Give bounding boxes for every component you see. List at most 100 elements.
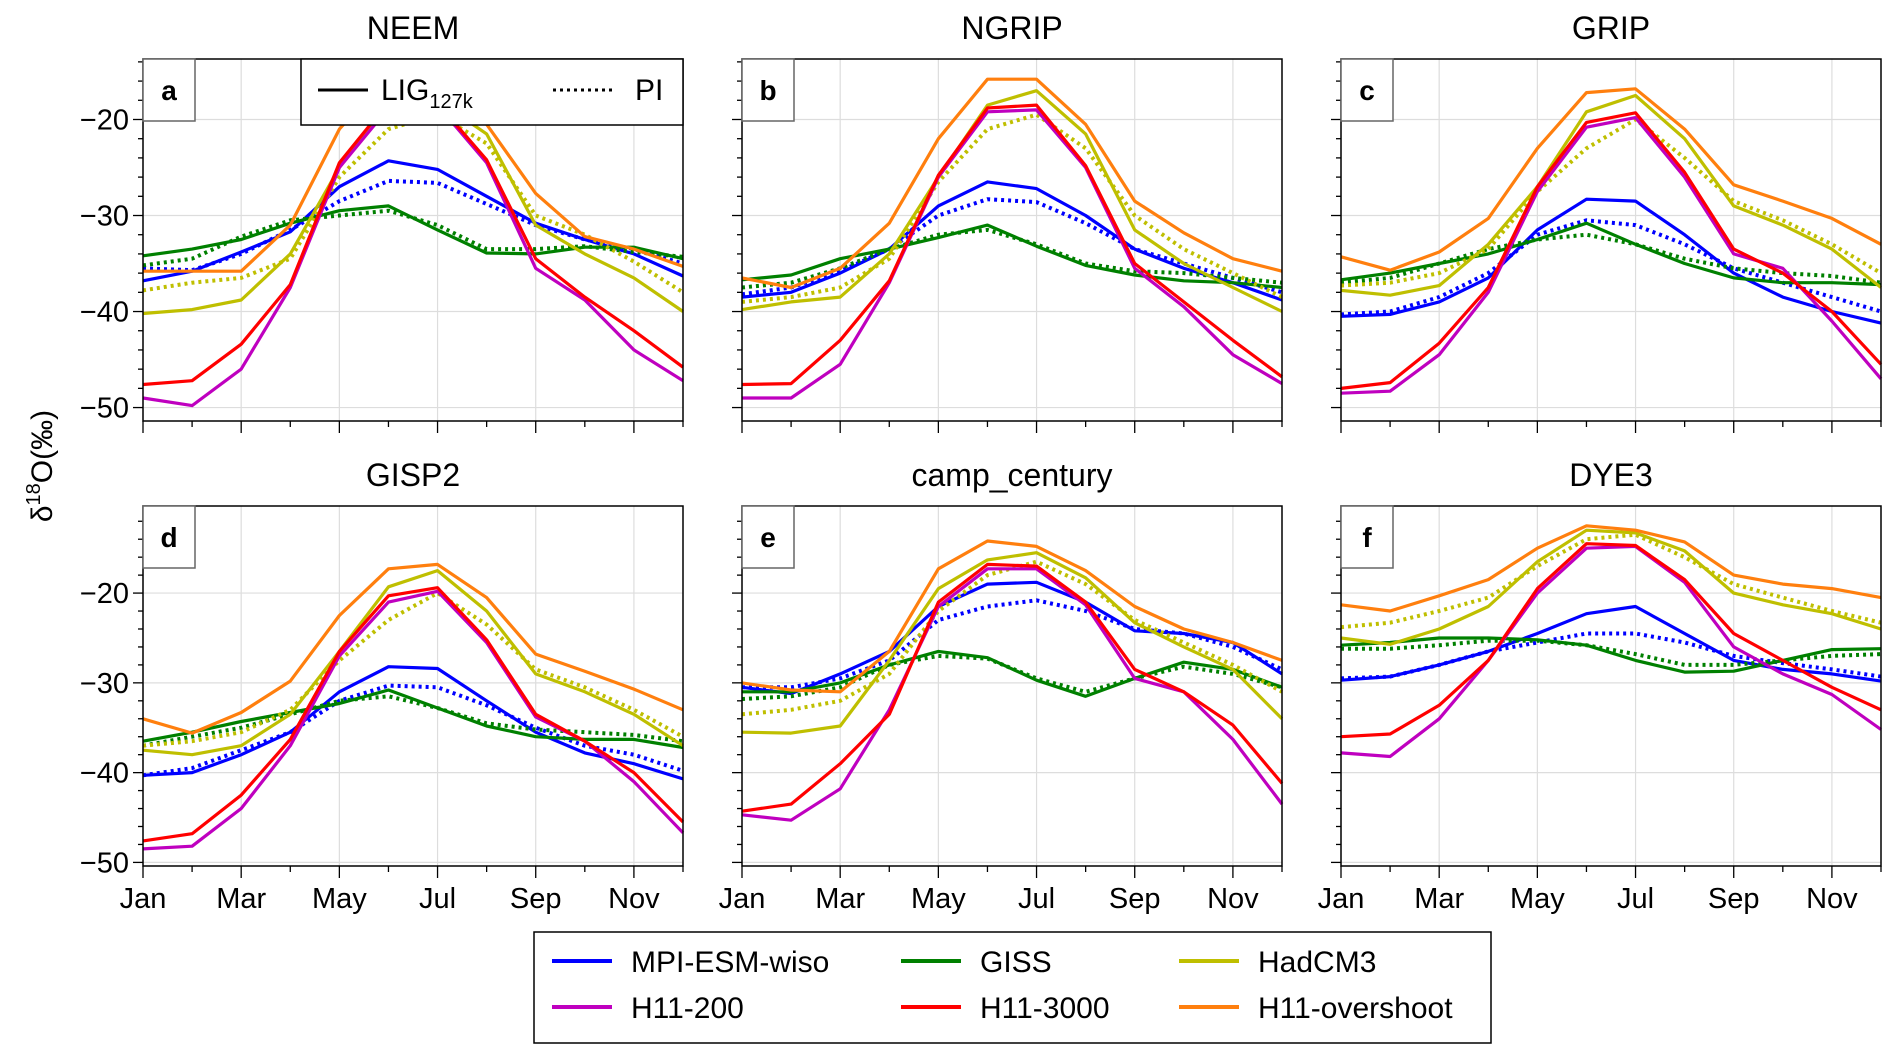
x-tick-label: May bbox=[911, 883, 966, 915]
y-tick-label: −40 bbox=[80, 758, 129, 790]
x-tick-label: Jul bbox=[1617, 883, 1654, 915]
panel-b: NGRIP b bbox=[732, 10, 1283, 433]
x-tick-label: Sep bbox=[510, 883, 562, 915]
x-tick-label: Nov bbox=[1806, 883, 1858, 915]
series-hadcm3-pi bbox=[741, 112, 1283, 304]
series-h11-200-lig127k bbox=[142, 103, 684, 408]
plot-frame bbox=[1340, 505, 1882, 867]
panel-label-box bbox=[741, 58, 795, 122]
series-hadcm3-lig127k bbox=[1340, 93, 1882, 297]
series-hadcm3-lig127k bbox=[1340, 528, 1882, 646]
legend-label: H11-200 bbox=[631, 992, 744, 1025]
panel-c: GRIP c bbox=[1331, 10, 1883, 433]
series-h11-3000-lig127k bbox=[741, 562, 1284, 813]
y-axis-label-sup: 18 bbox=[23, 483, 45, 505]
panel-label: f bbox=[1362, 522, 1372, 553]
legend-entry: MPI-ESM-wiso bbox=[552, 946, 829, 979]
series-giss-lig127k bbox=[142, 688, 684, 750]
series-mpi-esm-wiso-lig127k bbox=[741, 180, 1283, 302]
y-tick-label: −50 bbox=[80, 393, 129, 425]
series-hadcm3-lig127k bbox=[142, 98, 684, 316]
plot-frame bbox=[1340, 58, 1882, 422]
panel-f: Jan Mar May Jul Sep Nov DYE3 f bbox=[1318, 457, 1882, 915]
series-hadcm3-pi bbox=[142, 112, 685, 294]
panel-label-box bbox=[741, 505, 795, 569]
panel-title: NGRIP bbox=[961, 10, 1062, 46]
series-hadcm3-pi bbox=[142, 591, 684, 748]
panel-title: GISP2 bbox=[366, 457, 460, 493]
series-mpi-esm-wiso-lig127k bbox=[1340, 197, 1882, 325]
x-tick-label: Jan bbox=[719, 883, 766, 915]
series-h11-3000-lig127k bbox=[741, 103, 1283, 387]
legend-label: HadCM3 bbox=[1258, 946, 1376, 979]
run-legend-box bbox=[300, 58, 684, 126]
series-h11-overshoot-lig127k bbox=[1340, 87, 1882, 272]
series-mpi-esm-wiso-pi bbox=[1340, 218, 1882, 317]
panel-label-box bbox=[1340, 58, 1394, 122]
series-h11-overshoot-lig127k bbox=[142, 562, 684, 735]
legend-label: GISS bbox=[980, 946, 1052, 979]
y-axis-label-prefix: δ bbox=[26, 505, 59, 522]
panel-label-box bbox=[142, 505, 196, 569]
legend-entry: H11-3000 bbox=[901, 992, 1110, 1025]
y-tick-label: −30 bbox=[80, 201, 129, 233]
series-giss-pi bbox=[142, 694, 684, 748]
x-tick-label: May bbox=[1510, 883, 1565, 915]
panel-label: c bbox=[1359, 75, 1375, 106]
y-tick-label: −50 bbox=[80, 847, 129, 879]
series-mpi-esm-wiso-lig127k bbox=[741, 580, 1283, 696]
y-tick-label: −40 bbox=[80, 297, 129, 329]
x-tick-label: Sep bbox=[1708, 883, 1760, 915]
series-giss-pi bbox=[1340, 232, 1882, 285]
legend-entry: HadCM3 bbox=[1179, 946, 1376, 979]
legend-entry: GISS bbox=[901, 946, 1052, 979]
x-tick-label: Nov bbox=[608, 883, 660, 915]
series-h11-200-lig127k bbox=[742, 108, 1283, 400]
series-h11-200-lig127k bbox=[1340, 115, 1883, 395]
panels: −20 −30 −40 −50 NEEM a LIG127k PI NGRIP b GRIP c −20… bbox=[80, 10, 1883, 915]
series-h11-200-lig127k bbox=[741, 567, 1284, 822]
plot-frame bbox=[741, 505, 1283, 867]
legend-lig-label: LIG127k bbox=[381, 74, 474, 113]
x-tick-label: May bbox=[312, 883, 367, 915]
series-giss-lig127k bbox=[142, 204, 684, 261]
legend-entry: H11-overshoot bbox=[1179, 992, 1453, 1025]
x-tick-label: Jul bbox=[419, 883, 456, 915]
model-legend-box bbox=[533, 931, 1492, 1044]
panel-label: e bbox=[760, 522, 776, 553]
run-legend: LIG127k PI bbox=[300, 58, 684, 126]
series-h11-overshoot-lig127k bbox=[1340, 524, 1882, 613]
model-legend: MPI-ESM-wiso GISS HadCM3 H11-200 H11-3000 H11… bbox=[533, 931, 1492, 1044]
panel-label-box bbox=[1340, 505, 1394, 569]
panel-title: NEEM bbox=[367, 10, 459, 46]
legend-label: H11-3000 bbox=[980, 992, 1110, 1025]
series-h11-overshoot-lig127k bbox=[741, 77, 1283, 290]
x-tick-label: Jan bbox=[1318, 883, 1365, 915]
series-hadcm3-lig127k bbox=[741, 551, 1284, 735]
series-h11-3000-lig127k bbox=[1340, 542, 1882, 739]
legend-label: MPI-ESM-wiso bbox=[631, 946, 829, 979]
series-hadcm3-lig127k bbox=[142, 568, 684, 757]
series-giss-lig127k bbox=[742, 649, 1283, 698]
model-legend-items: MPI-ESM-wiso GISS HadCM3 H11-200 H11-3000 H11… bbox=[552, 946, 1453, 1025]
panel-title: camp_century bbox=[912, 457, 1113, 493]
panel-d: −20 −30 −40 −50 Jan Mar May Jul Sep Nov GISP2 d bbox=[80, 457, 685, 915]
series-hadcm3-pi bbox=[1340, 117, 1883, 288]
panel-a: −20 −30 −40 −50 NEEM a LIG127k PI bbox=[80, 10, 685, 433]
panel-label-box bbox=[142, 58, 196, 122]
series-mpi-esm-wiso-pi bbox=[142, 683, 684, 778]
y-axis-label: δ18O(‰) bbox=[23, 410, 59, 522]
x-tick-label: Mar bbox=[1414, 883, 1464, 915]
legend-entry: H11-200 bbox=[552, 992, 744, 1025]
panel-title: GRIP bbox=[1572, 10, 1650, 46]
y-tick-label: −20 bbox=[80, 104, 129, 136]
x-tick-label: Mar bbox=[216, 883, 266, 915]
series-giss-lig127k bbox=[741, 223, 1283, 290]
panel-title: DYE3 bbox=[1569, 457, 1653, 493]
plot-frame bbox=[142, 505, 684, 867]
y-tick-label: −20 bbox=[80, 578, 129, 610]
series-h11-3000-lig127k bbox=[1340, 111, 1883, 390]
y-axis-label-rest: O(‰) bbox=[26, 410, 59, 483]
